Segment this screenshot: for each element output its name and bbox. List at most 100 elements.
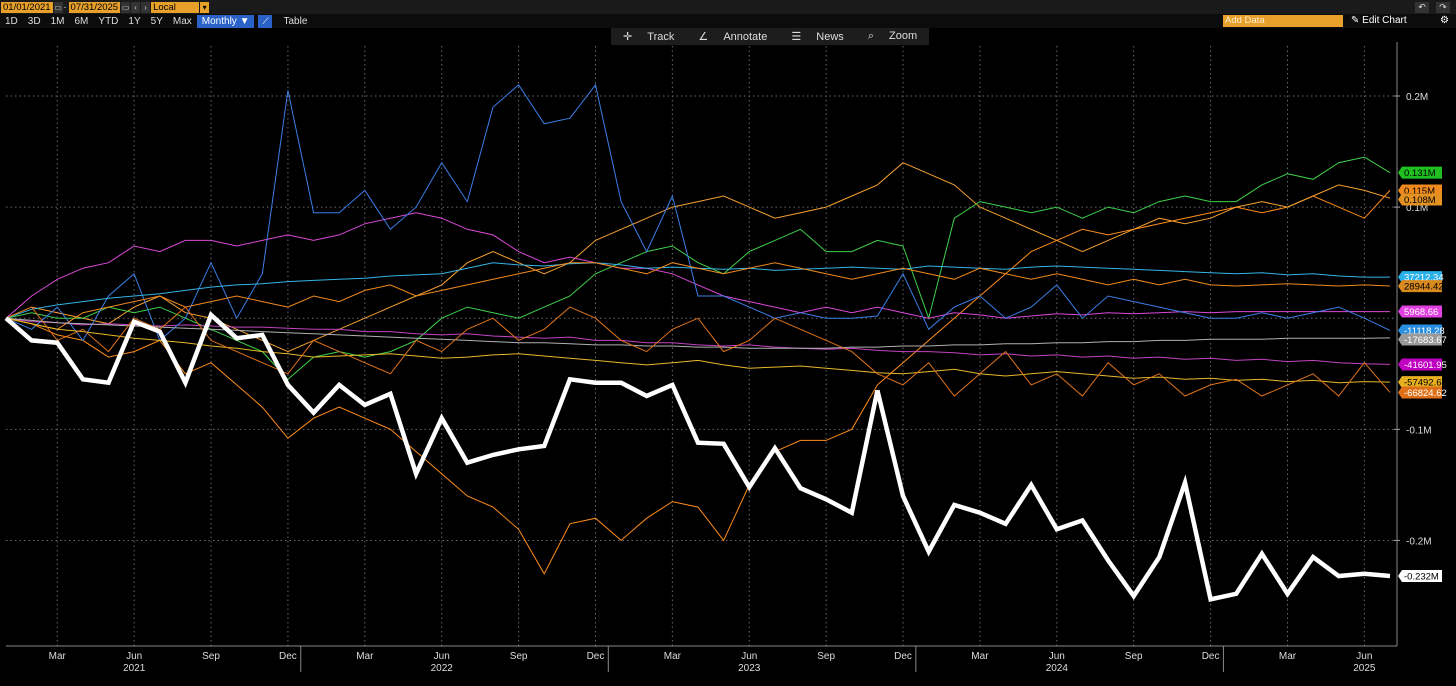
edit-chart-label: Edit Chart: [1362, 15, 1407, 26]
news-icon: ☰: [791, 31, 802, 43]
edit-chart-button[interactable]: ✎ Edit Chart: [1351, 15, 1407, 27]
x-tick-label: Jun: [1356, 651, 1372, 662]
end-label-badge: [1398, 358, 1442, 371]
end-label-text: 0.108M: [1404, 195, 1436, 206]
frequency-select[interactable]: Monthly ▼: [196, 14, 255, 28]
news-label: News: [816, 31, 844, 43]
x-tick-label: Sep: [1125, 651, 1143, 662]
range-6m[interactable]: 6M: [74, 15, 89, 27]
x-tick-label: Dec: [894, 651, 912, 662]
year-label: 2023: [738, 663, 761, 674]
x-tick-label: Dec: [587, 651, 605, 662]
x-tick-label: Jun: [126, 651, 142, 662]
track-tool[interactable]: ✛ Track: [617, 30, 680, 43]
line-chart-icon[interactable]: ⟋: [258, 14, 273, 28]
range-max[interactable]: Max: [172, 15, 192, 27]
range-ytd[interactable]: YTD: [98, 15, 119, 27]
gear-icon[interactable]: ⚙: [1440, 15, 1449, 26]
y-tick-label: 0.1M: [1406, 203, 1428, 214]
y-tick-label: 0.2M: [1406, 92, 1428, 103]
end-label-text: -41601.95: [1404, 360, 1447, 371]
end-label-text: -0.232M: [1404, 572, 1439, 583]
end-value-label: -66824.62: [1398, 386, 1447, 399]
end-value-label: -17683.67: [1398, 333, 1447, 346]
track-label: Track: [647, 31, 675, 43]
range-1d[interactable]: 1D: [5, 15, 18, 27]
news-tool[interactable]: ☰ News: [785, 30, 849, 43]
series-line-11: [4, 311, 1391, 602]
calendar-icon[interactable]: ▭: [121, 1, 131, 13]
end-label-text: 37212.34: [1404, 273, 1444, 284]
series-line-1: [5, 162, 1391, 353]
add-data-input[interactable]: Add Data: [1223, 15, 1343, 27]
end-label-badge: [1398, 570, 1442, 582]
x-tick-label: Sep: [510, 651, 528, 662]
zoom-label: Zoom: [889, 30, 918, 42]
range-1m[interactable]: 1M: [50, 15, 65, 27]
edit-chart-icon: ✎: [1351, 15, 1360, 26]
end-value-label: 5968.66: [1398, 305, 1442, 318]
year-label: 2022: [431, 663, 454, 674]
date-separator-icon: -: [63, 2, 67, 12]
end-label-badge: [1398, 386, 1442, 399]
range-1y[interactable]: 1Y: [128, 15, 141, 27]
year-label: 2024: [1046, 663, 1069, 674]
end-label-text: -11118.28: [1404, 326, 1445, 337]
x-tick-label: Jun: [1049, 651, 1065, 662]
x-tick-label: Mar: [356, 651, 374, 662]
end-value-label: -57492.64: [1398, 376, 1447, 389]
x-tick-label: Dec: [1202, 651, 1220, 662]
x-tick-label: Jun: [741, 651, 757, 662]
end-label-text: 28944.42: [1404, 282, 1444, 293]
y-tick-label: -0.1M: [1406, 425, 1432, 436]
end-value-label: 0.108M: [1398, 193, 1442, 206]
x-tick-label: Sep: [202, 651, 220, 662]
range-5y[interactable]: 5Y: [150, 15, 163, 27]
start-date-field[interactable]: 01/01/2021: [1, 1, 53, 13]
series-line-7: [5, 262, 1391, 330]
end-label-badge: [1398, 376, 1442, 389]
end-label-badge: [1398, 166, 1442, 179]
magnifier-icon: ⌕: [867, 30, 874, 42]
end-label-text: 0.115M: [1404, 186, 1435, 197]
x-tick-label: Mar: [664, 651, 682, 662]
end-label-badge: [1398, 280, 1442, 293]
series-line-5: [5, 83, 1391, 342]
x-tick-label: Mar: [971, 651, 989, 662]
end-label-text: 0.131M: [1404, 168, 1436, 179]
range-3d[interactable]: 3D: [27, 15, 41, 27]
end-label-text: -57492.64: [1404, 378, 1447, 389]
series-line-9: [5, 317, 1391, 384]
end-label-badge: [1398, 333, 1442, 346]
next-arrow-icon[interactable]: ›: [141, 1, 151, 13]
series-line-10: [5, 306, 1391, 397]
undo-icon[interactable]: ↶: [1415, 2, 1429, 13]
range-toolbar: 1D 3D 1M 6M YTD 1Y 5Y Max Monthly ▼ ⟋ Ta…: [0, 14, 1456, 28]
chart-tools-bar: ✛ Track ∠ Annotate ☰ News ⌕ Zoom: [611, 28, 930, 45]
annotate-tool[interactable]: ∠ Annotate: [692, 30, 773, 43]
end-date-field[interactable]: 07/31/2025: [68, 1, 121, 13]
calendar-icon[interactable]: ▭: [53, 1, 63, 13]
end-value-label: 0.131M: [1398, 166, 1442, 179]
end-label-badge: [1398, 305, 1442, 318]
series-line-6: [5, 262, 1390, 319]
redo-icon[interactable]: ↷: [1436, 2, 1450, 13]
prev-arrow-icon[interactable]: ‹: [131, 1, 141, 13]
crosshair-icon: ✛: [623, 31, 633, 43]
top-toolbar: 01/01/2021 ▭ - 07/31/2025 ▭ ‹ › Local CC…: [0, 0, 1456, 24]
x-tick-label: Mar: [49, 651, 67, 662]
currency-dropdown-icon[interactable]: ▾: [200, 1, 210, 13]
end-value-label: -0.232M: [1398, 570, 1442, 583]
series-line-3: [5, 212, 1390, 319]
year-label: 2025: [1353, 663, 1376, 674]
end-label-badge: [1398, 193, 1442, 206]
end-label-text: -66824.62: [1404, 388, 1447, 399]
series-line-4: [5, 317, 1391, 365]
x-tick-label: Mar: [1279, 651, 1297, 662]
zoom-tool[interactable]: ⌕ Zoom: [862, 30, 923, 43]
y-tick-label: -0.2M: [1406, 536, 1432, 547]
end-label-text: 5968.66: [1404, 307, 1438, 318]
series-line-8: [5, 317, 1391, 349]
table-button[interactable]: Table: [283, 15, 308, 27]
